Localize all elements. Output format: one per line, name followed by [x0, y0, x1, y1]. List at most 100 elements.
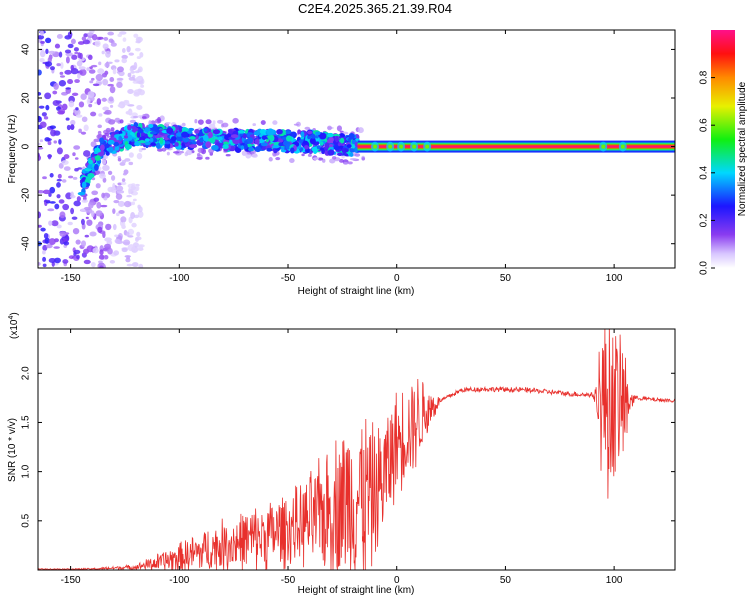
spectrogram-cell — [141, 116, 147, 119]
spectrogram-line — [357, 145, 675, 148]
snr-panel: -150 -100 -50 0 50 100 0.5 1.0 1.5 2.0 Height of … — [7, 312, 676, 596]
spectrogram-cell — [87, 90, 95, 99]
spectrogram-cell — [266, 128, 275, 136]
figure-title: C2E4.2025.365.21.39.R04 — [298, 1, 452, 16]
spectrogram-cell — [102, 78, 109, 86]
spectrogram-cell — [131, 201, 136, 206]
spectrogram-cell — [132, 262, 139, 268]
spectrogram-cell — [131, 183, 136, 187]
spectrogram-cell — [53, 257, 61, 264]
spectrogram-cell — [112, 182, 116, 190]
spectrogram-cell — [232, 117, 239, 124]
colorbar-tick-label: 0.6 — [699, 118, 710, 132]
spectrogram-cell — [311, 146, 318, 151]
spectrogram-cell — [91, 190, 99, 196]
spectrogram-cell — [109, 86, 116, 94]
spectrogram-cell — [211, 144, 219, 151]
snr-scale-factor: (x104) — [8, 312, 20, 339]
spectrogram-cell — [90, 141, 97, 148]
spectrogram-cell — [203, 128, 208, 132]
spectrogram-cell — [57, 110, 65, 115]
spectrogram-cell — [91, 177, 96, 181]
spectrogram-cell — [122, 172, 127, 176]
spectrogram-cell — [39, 139, 44, 143]
spectrogram-cell — [327, 132, 334, 138]
x-tick-label: -50 — [281, 575, 296, 586]
spectrogram-image — [38, 30, 675, 268]
spectrogram-cell — [87, 164, 93, 169]
spectrogram-cell — [205, 141, 212, 148]
spectrogram-cell — [49, 66, 55, 71]
spectrogram-cell — [110, 127, 115, 132]
spectrogram-cell — [107, 170, 113, 176]
spectrogram-cell — [77, 52, 82, 59]
spectrogram-cell — [266, 147, 273, 152]
spectrogram-cell — [136, 56, 141, 59]
snr-series-line — [38, 329, 675, 570]
y-tick-label: 0.5 — [21, 513, 32, 527]
spectrogram-cell — [83, 259, 91, 265]
spectrogram-cell — [56, 147, 63, 155]
spectrogram-cell — [133, 115, 139, 119]
spectrogram-cell — [601, 144, 606, 149]
spectrogram-cell — [133, 62, 138, 70]
spectrogram-cell — [113, 141, 119, 147]
spectrogram-cell — [117, 158, 122, 162]
spectrogram-cell — [58, 199, 65, 204]
spectrogram-cell — [131, 222, 137, 228]
spectrogram-cell — [68, 100, 75, 108]
spectrogram-cell — [70, 38, 76, 45]
spectrogram-cell — [343, 161, 349, 165]
spectrogram-cell — [197, 119, 204, 125]
spectrogram-cell — [56, 33, 63, 39]
spectrogram-cell — [95, 183, 101, 189]
spectrogram-cell — [113, 199, 120, 204]
spectrogram-cell — [93, 197, 100, 202]
spectrogram-cell — [98, 61, 102, 66]
spectrogram-cell — [225, 153, 231, 157]
spectrogram-cell — [205, 156, 210, 160]
spectrogram-cell — [101, 159, 107, 165]
spectrogram-cell — [84, 167, 92, 172]
spectrogram-cell — [251, 153, 258, 158]
spectrogram-cell — [307, 134, 311, 140]
spectrogram-cell — [38, 116, 42, 123]
spectrogram-cell — [125, 231, 130, 237]
spectrogram-cell — [104, 132, 110, 137]
spectrogram-cell — [56, 178, 62, 182]
spectrogram-cell — [349, 157, 357, 161]
spectrogram-cell — [72, 152, 76, 157]
spectrogram-cell — [80, 208, 86, 212]
spectrogram-cell — [87, 54, 93, 61]
spectrogram-cell — [130, 212, 136, 220]
x-tick-label: -100 — [169, 575, 189, 586]
spectrogram-cell — [75, 239, 81, 245]
spectrogram-cell — [88, 103, 93, 108]
spectrogram-cell — [114, 234, 119, 238]
spectrogram-cell — [73, 200, 81, 207]
spectrogram-cell — [40, 40, 45, 44]
spectrogram-cell — [38, 146, 44, 150]
spectrogram-cell — [61, 179, 67, 183]
spectrogram-cell — [309, 137, 316, 145]
spectrogram-cell — [117, 182, 122, 186]
spectrogram-cell — [138, 140, 146, 144]
spectrogram-cell — [66, 124, 71, 131]
spectrogram-cell — [81, 240, 87, 248]
spectrogram-cell — [89, 199, 95, 203]
spectrogram-cell — [128, 161, 134, 166]
spectrogram-cell — [332, 156, 337, 160]
colorbar-tick-label: 0.2 — [699, 213, 710, 227]
spectrogram-cell — [135, 76, 142, 82]
spectrogram-cell — [65, 87, 72, 90]
spectrogram-cell — [136, 80, 144, 84]
spectrogram-cell — [347, 161, 353, 165]
spectrogram-cell — [425, 144, 430, 149]
spectrogram-cell — [357, 127, 364, 134]
spectrogram-cell — [76, 196, 81, 202]
spectrogram-cell — [68, 175, 74, 179]
spectrogram-cell — [107, 31, 114, 36]
spectrogram-cell — [114, 59, 120, 63]
spectrogram-cell — [121, 159, 127, 164]
